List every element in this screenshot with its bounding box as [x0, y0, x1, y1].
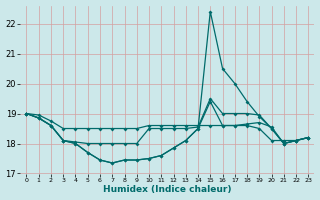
X-axis label: Humidex (Indice chaleur): Humidex (Indice chaleur) — [103, 185, 232, 194]
